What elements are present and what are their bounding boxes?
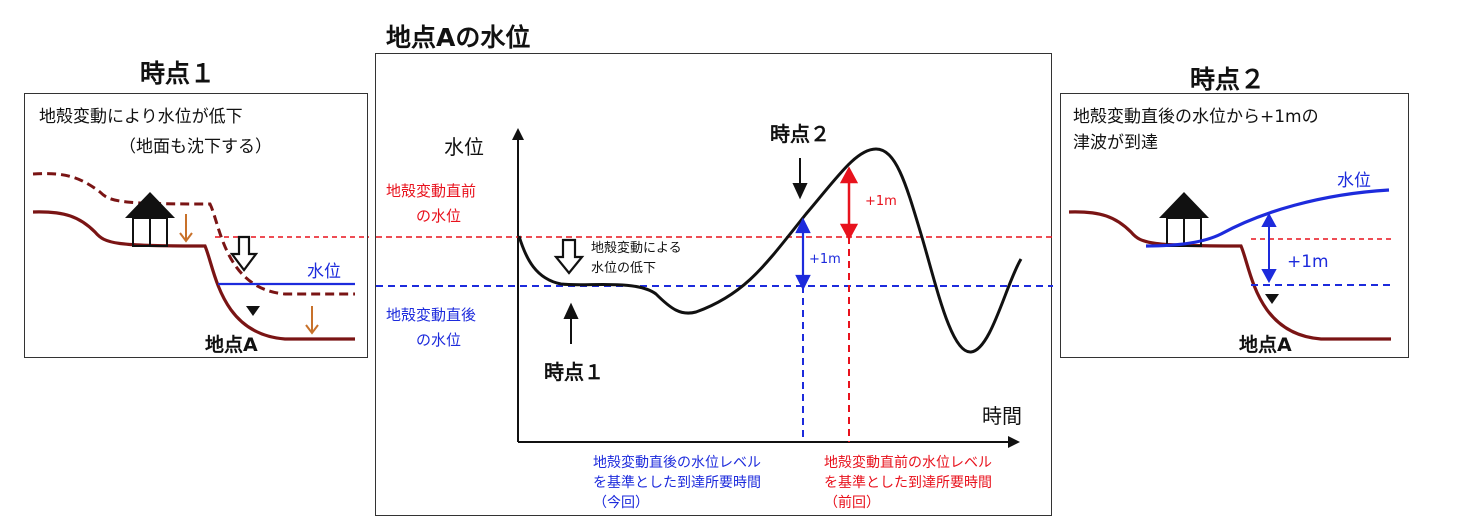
right-water-label: 水位: [1337, 171, 1371, 191]
left-caption-line1: 地殻変動により水位が低下: [39, 107, 243, 127]
drop-label-line2: 水位の低下: [591, 261, 657, 276]
water-level-chart: [376, 128, 1053, 448]
time2-arrow-icon: [792, 158, 808, 200]
after-label-line2: の水位: [416, 331, 462, 349]
time1-arrow-icon: [563, 302, 579, 344]
point-a-marker-icon: [1265, 294, 1279, 304]
water-level-curve: [517, 147, 1023, 354]
time1-label: 時点１: [544, 360, 604, 384]
left-caption-line2: （地面も沈下する）: [119, 137, 272, 157]
right-cross-section-diagram: [1068, 188, 1391, 341]
before-label-line2: の水位: [416, 207, 462, 225]
red-caption-line3: （前回）: [824, 495, 880, 511]
left-point-label: 地点A: [205, 334, 258, 356]
drop-arrow-icon: [553, 238, 585, 275]
blue-caption-line2: を基準とした到達所要時間: [593, 475, 761, 491]
drop-label-line1: 地殻変動による: [591, 241, 682, 256]
x-axis-arrow-icon: [1008, 436, 1020, 448]
left-cross-section-diagram: [32, 172, 369, 341]
red-caption-line2: を基準とした到達所要時間: [824, 475, 992, 491]
blue-caption-line3: （今回）: [593, 495, 649, 511]
time2-label: 時点２: [770, 122, 830, 146]
blue-caption-line1: 地殻変動直後の水位レベル: [593, 455, 761, 471]
before-label-line1: 地殻変動直前: [386, 182, 477, 200]
point-a-marker-icon: [246, 306, 260, 316]
plus1m-red-label: +1m: [865, 194, 897, 209]
subsidence-arrow-icon: [179, 214, 319, 335]
water-drop-arrow-icon: [229, 235, 259, 272]
left-panel-heading: 時点１: [140, 59, 216, 88]
right-caption-line1: 地殻変動直後の水位から+1mの: [1073, 107, 1319, 127]
house-roof-icon: [125, 192, 175, 218]
plus1m-blue-label: +1m: [809, 252, 841, 267]
house-roof-icon: [1159, 192, 1209, 218]
right-plus1m-label: +1m: [1287, 252, 1329, 272]
right-panel: 地殻変動直後の水位から+1mの 津波が到達 水位 +1m 地点A: [1060, 93, 1409, 358]
right-panel-heading: 時点２: [1190, 65, 1266, 94]
center-panel: 水位 時間 地殻変動直前 の水位 地殻変動直後 の水位 地殻変動による 水位の低…: [375, 53, 1053, 516]
left-panel: 地殻変動により水位が低下 （地面も沈下する） 水位 地点A: [24, 93, 369, 358]
red-caption-line1: 地殻変動直前の水位レベル: [824, 455, 992, 471]
plus1m-arrow-icon: [1261, 212, 1277, 284]
after-label-line1: 地殻変動直後: [386, 306, 477, 324]
center-title: 地点Aの水位: [386, 23, 531, 52]
right-caption-line2: 津波が到達: [1073, 133, 1158, 153]
y-axis-label: 水位: [444, 135, 484, 159]
y-axis-arrow-icon: [512, 128, 524, 140]
left-water-label: 水位: [307, 262, 341, 282]
right-point-label: 地点A: [1239, 334, 1292, 356]
red-plus1m-arrow-icon: [839, 166, 859, 241]
x-axis-label: 時間: [982, 404, 1022, 428]
blue-plus1m-arrow-icon: [795, 217, 811, 291]
tsunami-water-line: [1145, 188, 1390, 248]
